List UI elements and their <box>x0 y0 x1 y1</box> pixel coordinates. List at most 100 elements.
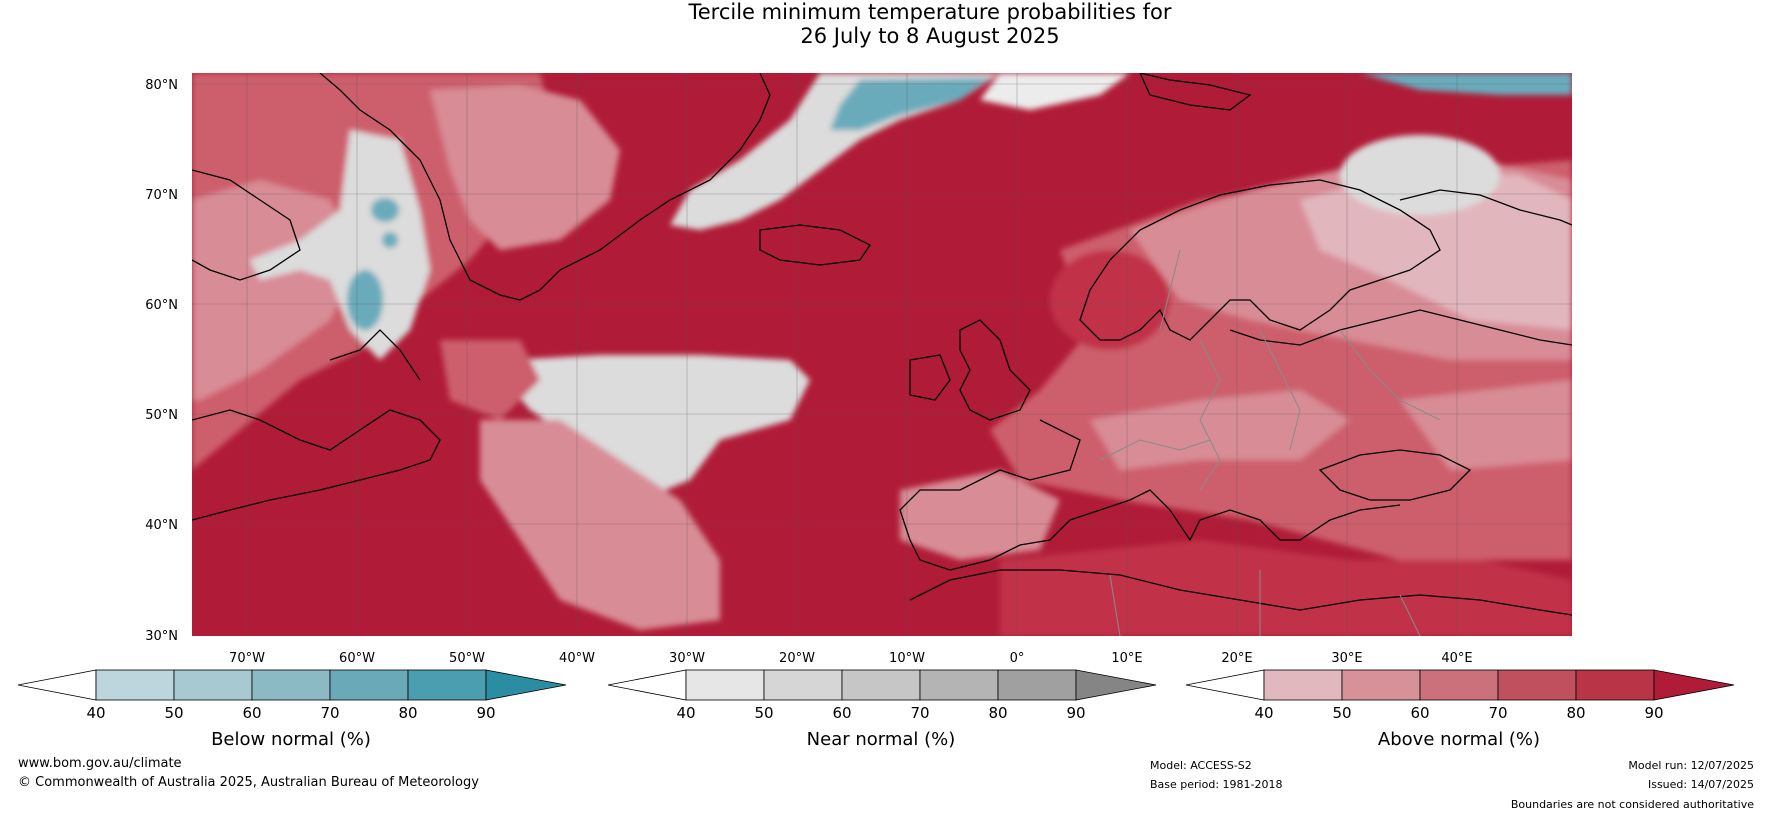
below-colorbar-bin-2 <box>173 669 253 701</box>
border-5 <box>1159 249 1181 331</box>
above-60-iberia <box>900 470 1060 560</box>
below-normal-labrador <box>347 270 383 330</box>
footer-copyright: © Commonwealth of Australia 2025, Austra… <box>18 775 479 790</box>
latitude-labels: 80°N 70°N 60°N 50°N 40°N 30°N <box>145 78 178 644</box>
map-field <box>192 73 1572 636</box>
above-60-atlantic-south <box>480 420 720 630</box>
lon-label-30w: 30°W <box>669 651 705 666</box>
above-80-scandinavia <box>1050 250 1170 350</box>
lon-label-10e: 10°E <box>1111 651 1142 666</box>
footer-model: Model: ACCESS-S2 <box>1150 759 1252 772</box>
graticule <box>192 73 1572 636</box>
below-tick-40: 40 <box>86 704 105 722</box>
near-colorbar-bin-5 <box>997 669 1077 701</box>
hudson-coast <box>329 329 421 381</box>
britain-coast <box>959 319 1031 421</box>
iberia-coast <box>899 419 1081 571</box>
below-normal-baffin-1 <box>371 198 399 222</box>
border-7 <box>1109 574 1121 636</box>
near-tick-70: 70 <box>910 704 929 722</box>
above-tick-50: 50 <box>1332 704 1351 722</box>
lon-label-50w: 50°W <box>449 651 485 666</box>
below-tick-80: 80 <box>398 704 417 722</box>
near-normal-svalbard <box>980 73 1130 110</box>
colorbar-below-normal: 40 50 60 70 80 90 Below normal (%) <box>17 669 567 750</box>
footer-issued: Issued: 14/07/2025 <box>1647 778 1754 791</box>
above-tick-90: 90 <box>1644 704 1663 722</box>
labrador-coast <box>192 409 441 521</box>
below-colorbar-bin-4 <box>329 669 409 701</box>
below-colorbar-bin-1 <box>95 669 175 701</box>
below-tick-50: 50 <box>164 704 183 722</box>
above-50-russia-north <box>1300 170 1572 330</box>
ireland-coast <box>909 354 951 401</box>
greenland-coast <box>319 73 771 301</box>
below-tick-60: 60 <box>242 704 261 722</box>
above-tick-40: 40 <box>1254 704 1273 722</box>
below-tick-70: 70 <box>320 704 339 722</box>
svalbard-coast <box>1139 73 1252 111</box>
above-60-central-europe <box>1090 390 1350 470</box>
near-normal-atlantic <box>505 355 810 500</box>
near-tick-80: 80 <box>988 704 1007 722</box>
border-1 <box>1199 339 1221 491</box>
lon-label-20w: 20°W <box>779 651 815 666</box>
above-colorbar-extend-low <box>1185 669 1265 701</box>
political-borders <box>1099 249 1441 636</box>
lon-label-60w: 60°W <box>339 651 375 666</box>
lat-label-40n: 40°N <box>145 518 178 533</box>
near-colorbar-bin-3 <box>841 669 921 701</box>
border-8 <box>1399 594 1421 636</box>
above-80-north-africa <box>1000 540 1572 636</box>
above-tick-70: 70 <box>1488 704 1507 722</box>
below-normal-baffin-2 <box>382 232 398 248</box>
below-colorbar-extend-low <box>17 669 97 701</box>
lat-label-60n: 60°N <box>145 298 178 313</box>
baffin-coast <box>192 169 301 281</box>
border-2 <box>1259 329 1301 451</box>
near-colorbar-extend-high <box>1075 669 1157 701</box>
colorbar-near-normal: 40 50 60 70 80 90 Near normal (%) <box>607 669 1157 750</box>
above-colorbar-bin-4 <box>1497 669 1577 701</box>
title-line-1: Tercile minimum temperature probabilitie… <box>688 0 1172 24</box>
above-colorbar-bin-3 <box>1419 669 1499 701</box>
lon-label-20e: 20°E <box>1221 651 1252 666</box>
near-colorbar-extend-low <box>607 669 687 701</box>
near-tick-50: 50 <box>754 704 773 722</box>
footer-website: www.bom.gov.au/climate <box>18 756 182 771</box>
near-colorbar-bin-1 <box>685 669 765 701</box>
footer-disclaimer: Boundaries are not considered authoritat… <box>1510 798 1754 811</box>
below-colorbar-extend-high <box>485 669 567 701</box>
near-colorbar-bin-2 <box>763 669 843 701</box>
lon-label-10w: 10°W <box>889 651 925 666</box>
north-africa-coast <box>909 569 1572 616</box>
above-colorbar-extend-high <box>1653 669 1735 701</box>
lon-label-30e: 30°E <box>1331 651 1362 666</box>
above-colorbar-title: Above normal (%) <box>1378 729 1540 750</box>
near-normal-greenland-sea <box>670 73 1000 230</box>
near-tick-60: 60 <box>832 704 851 722</box>
above-60-baffin <box>430 85 620 250</box>
near-tick-40: 40 <box>676 704 695 722</box>
mediterranean-north-coast <box>1069 489 1401 542</box>
border-4 <box>1099 439 1211 461</box>
below-tick-90: 90 <box>476 704 495 722</box>
above-tick-60: 60 <box>1410 704 1429 722</box>
above-colorbar-bin-2 <box>1341 669 1421 701</box>
lat-label-80n: 80°N <box>145 78 178 93</box>
lat-label-50n: 50°N <box>145 408 178 423</box>
lon-label-40e: 40°E <box>1441 651 1472 666</box>
lat-label-30n: 30°N <box>145 629 178 644</box>
colorbar-above-normal: 40 50 60 70 80 90 Above normal (%) <box>1185 669 1735 750</box>
iceland-coast <box>759 224 871 266</box>
border-3 <box>1339 329 1441 421</box>
lat-label-70n: 70°N <box>145 188 178 203</box>
title-line-2: 26 July to 8 August 2025 <box>800 24 1060 48</box>
above-tick-80: 80 <box>1566 704 1585 722</box>
below-colorbar-bin-5 <box>407 669 487 701</box>
above-70-atlantic-west <box>440 340 540 420</box>
footer-base-period: Base period: 1981-2018 <box>1150 778 1283 791</box>
lon-label-70w: 70°W <box>229 651 265 666</box>
longitude-labels: 70°W 60°W 50°W 40°W 30°W 20°W 10°W 0° 10… <box>229 651 1473 666</box>
